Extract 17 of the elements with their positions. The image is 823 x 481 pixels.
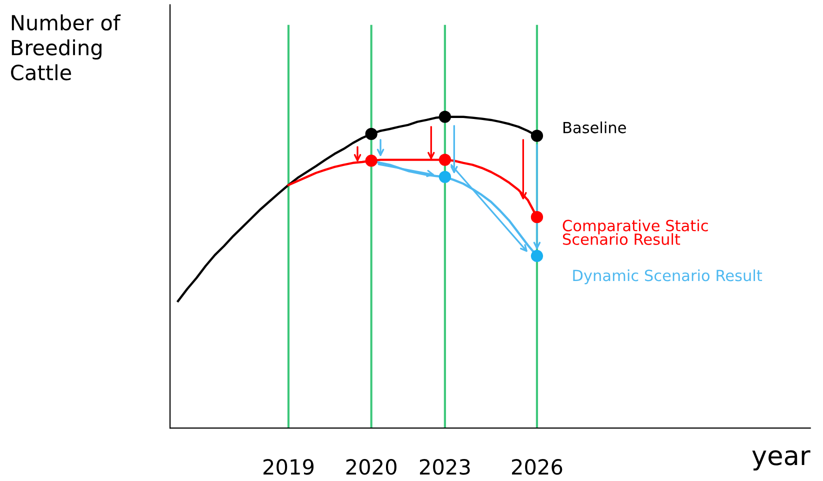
text: Dynamic Scenario Result (573, 269, 762, 284)
series-label: Baseline (563, 122, 626, 134)
x-tick-label: 2020 (346, 459, 396, 475)
x-tick-label: 2026 (512, 459, 562, 475)
point (365, 128, 378, 140)
text: year (752, 450, 810, 470)
point (438, 154, 452, 166)
x-tick-label: 2023 (420, 459, 470, 475)
point (530, 250, 544, 262)
point (530, 211, 544, 224)
point (365, 154, 378, 167)
point (438, 170, 452, 183)
series-label: Comparative Static Scenario Result (562, 220, 708, 245)
x-tick-label: 2019 (264, 459, 314, 475)
y-axis-title: Number of Breeding Cattle (11, 14, 121, 80)
point (438, 110, 452, 123)
point (530, 130, 544, 142)
